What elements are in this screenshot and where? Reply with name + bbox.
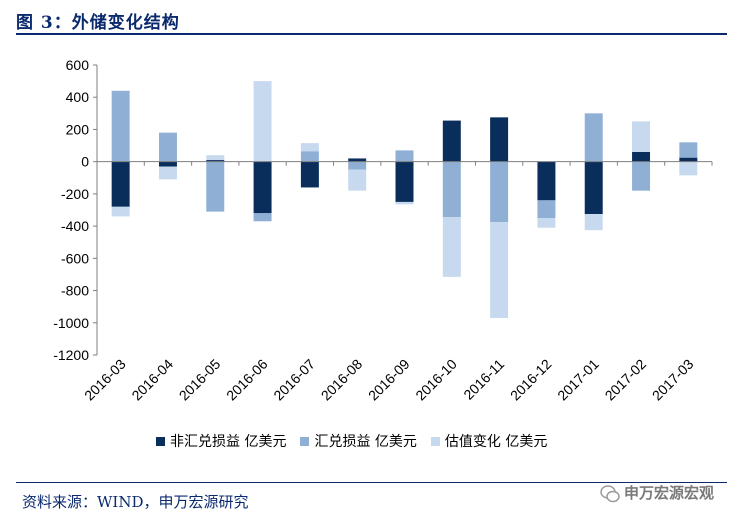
y-tick-label: -400 [61,218,89,234]
bar-1-2016-09 [395,161,414,202]
legend-label-series1: 非汇兑损益 亿美元 [170,434,287,450]
bar-2-2016-12 [537,200,556,219]
bar-2-2016-08 [348,161,367,170]
bar-3-2016-04 [158,166,177,180]
chart-title: 图 3：外储变化结构 [16,13,180,33]
bar-1-2016-11 [490,117,509,162]
bar-2-2016-07 [300,151,319,162]
legend-item-series2: 汇兑损益 亿美元 [300,431,417,451]
bar-1-2016-05 [206,160,225,162]
y-tick-label: -200 [61,186,89,202]
x-tick-label: 2016-07 [270,356,318,404]
legend-label-series3: 估值变化 亿美元 [444,434,548,450]
bar-1-2016-10 [442,120,461,162]
bar-3-2017-02 [632,121,651,152]
bar-3-2016-05 [206,155,225,161]
legend-item-series1: 非汇兑损益 亿美元 [156,431,286,451]
y-tick-label: -1000 [53,315,89,331]
title-divider [16,33,727,35]
y-tick-label: -600 [61,250,89,266]
bar-3-2017-01 [584,214,603,231]
x-tick-label: 2016-08 [318,356,366,404]
x-tick-label: 2016-09 [365,356,413,404]
bar-1-2016-08 [348,158,367,162]
bar-3-2016-12 [537,218,556,228]
x-tick-label: 2016-05 [176,356,224,404]
x-tick-label: 2016-06 [223,356,271,404]
bar-2-2016-10 [442,161,461,218]
x-tick-label: 2016-10 [412,356,460,404]
bar-2-2017-03 [679,142,698,158]
legend-swatch-series2 [300,436,310,446]
bar-2-2016-11 [490,161,509,223]
bar-2-2016-04 [158,132,177,162]
x-tick-label: 2016-11 [460,356,507,403]
bar-2-2016-05 [206,161,225,212]
bar-3-2016-08 [348,169,367,191]
footer-divider [16,482,727,483]
bar-1-2016-06 [253,161,272,214]
y-tick-label: 600 [66,57,90,73]
bar-chart: 600 400 200 0 -200 -400 -600 -800 -1000 -1200 2016… [53,57,713,404]
bar-3-2016-03 [111,206,130,217]
bar-1-2017-02 [632,152,651,162]
y-tick-label: -1200 [53,347,89,363]
bar-3-2016-11 [490,222,509,318]
bar-3-2016-07 [300,143,319,152]
bar-1-2016-07 [300,161,319,188]
bar-2-2017-02 [632,161,651,191]
legend-label-series2: 汇兑损益 亿美元 [314,434,417,450]
bar-3-2016-09 [395,201,414,205]
y-tick-label: 200 [66,121,90,137]
y-tick-label: 400 [66,89,90,105]
x-tick-label: 2017-03 [649,356,697,404]
bar-3-2016-10 [442,217,461,277]
bar-1-2016-12 [537,161,556,201]
x-tick-label: 2016-04 [128,356,176,404]
y-tick-label: 0 [81,154,89,170]
bar-3-2017-03 [679,161,698,176]
bar-2-2017-01 [584,113,603,162]
bar-2-2016-03 [111,90,130,162]
x-tick-label: 2017-01 [554,356,602,404]
bar-2-2016-06 [253,213,272,222]
legend: 非汇兑损益 亿美元 汇兑损益 亿美元 估值变化 亿美元 [156,431,561,451]
y-tick-label: -800 [61,283,89,299]
source-note: 资料来源：WIND，申万宏源研究 [22,493,249,511]
bar-1-2017-01 [584,161,603,215]
bar-1-2016-03 [111,161,130,207]
bar-3-2016-06 [253,81,272,162]
brand-name: 申万宏源宏观 [624,484,715,502]
bar-1-2016-04 [158,161,177,167]
wechat-icon [600,485,620,503]
legend-swatch-series1 [156,436,165,446]
legend-swatch-series3 [430,436,440,446]
x-tick-label: 2016-12 [507,356,555,404]
x-tick-label: 2017-02 [602,356,650,404]
legend-item-series3: 估值变化 亿美元 [430,431,548,451]
bar-2-2016-09 [395,150,414,162]
bar-1-2017-03 [679,157,698,162]
